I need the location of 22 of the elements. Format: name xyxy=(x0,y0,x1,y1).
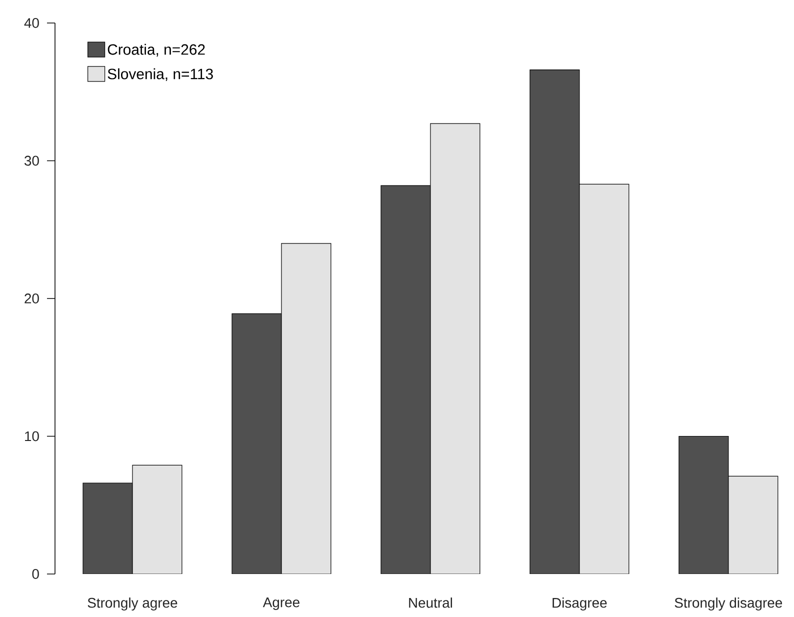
bar xyxy=(430,123,480,574)
x-tick-label: Strongly disagree xyxy=(674,598,782,611)
bar xyxy=(132,464,182,574)
bar xyxy=(380,185,431,574)
bar xyxy=(281,243,331,574)
bar xyxy=(82,482,133,574)
y-tick-label: 0 xyxy=(32,569,39,579)
y-tick-label: 20 xyxy=(24,294,39,304)
x-tick-label: Agree xyxy=(262,598,300,610)
bar xyxy=(530,70,580,574)
y-tick-label: 40 xyxy=(24,18,39,28)
bar xyxy=(232,314,282,574)
y-tick-label: 10 xyxy=(25,431,39,442)
legend-label: Croatia, n=262 xyxy=(108,44,205,57)
legend-label: Slovenia, n=113 xyxy=(108,68,213,82)
x-tick-label: Disagree xyxy=(552,598,607,611)
bar xyxy=(728,476,778,574)
x-tick-label: Neutral xyxy=(409,598,452,608)
y-tick-label: 30 xyxy=(24,156,39,166)
x-tick-label: Strongly agree xyxy=(88,598,178,611)
bar xyxy=(678,436,729,574)
bar xyxy=(579,184,630,574)
